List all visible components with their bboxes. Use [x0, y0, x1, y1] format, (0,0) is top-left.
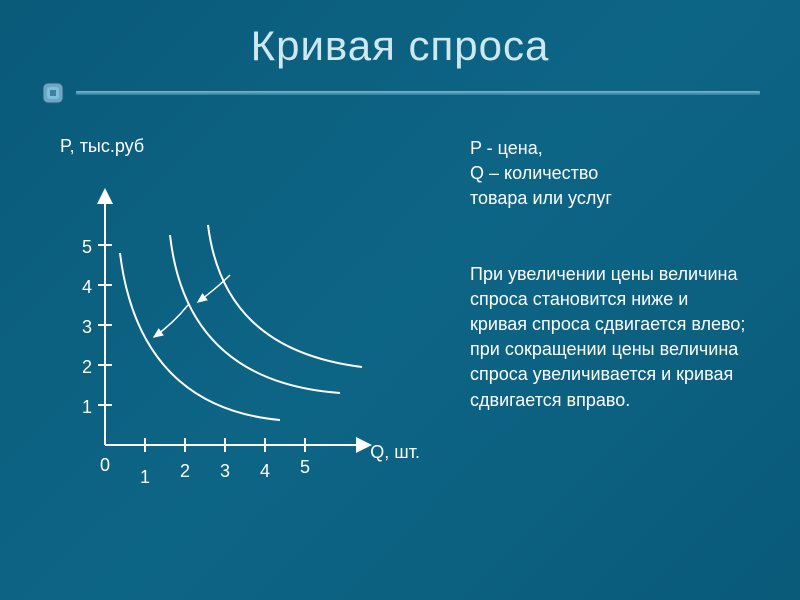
xtick-1: 1	[140, 467, 150, 488]
explanation-text: При увеличении цены величина спроса стан…	[470, 262, 750, 413]
chart-panel: P, тыс.руб	[50, 136, 430, 495]
ytick-3: 3	[82, 317, 92, 338]
ytick-2: 2	[82, 357, 92, 378]
horizontal-rule	[76, 91, 760, 95]
slide-title: Кривая спроса	[0, 0, 800, 80]
legend-block: P - цена, Q – количество товара или услу…	[470, 136, 750, 212]
ytick-1: 1	[82, 397, 92, 418]
legend-line-p: P - цена,	[470, 136, 750, 161]
y-axis-label: P, тыс.руб	[60, 136, 430, 157]
title-divider	[0, 80, 800, 106]
xtick-4: 4	[260, 461, 270, 482]
xtick-3: 3	[220, 461, 230, 482]
ytick-4: 4	[82, 277, 92, 298]
legend-line-q2: товара или услуг	[470, 186, 750, 211]
bullet-icon	[40, 80, 66, 106]
text-panel: P - цена, Q – количество товара или услу…	[430, 136, 750, 495]
ytick-5: 5	[82, 237, 92, 258]
legend-line-q1: Q – количество	[470, 161, 750, 186]
origin-label: 0	[100, 455, 110, 476]
xtick-2: 2	[180, 461, 190, 482]
x-axis-label: Q, шт.	[370, 442, 420, 463]
demand-chart: 1 2 3 4 5 0 1 2 3 4 5 Q, шт.	[50, 175, 390, 495]
xtick-5: 5	[300, 457, 310, 478]
